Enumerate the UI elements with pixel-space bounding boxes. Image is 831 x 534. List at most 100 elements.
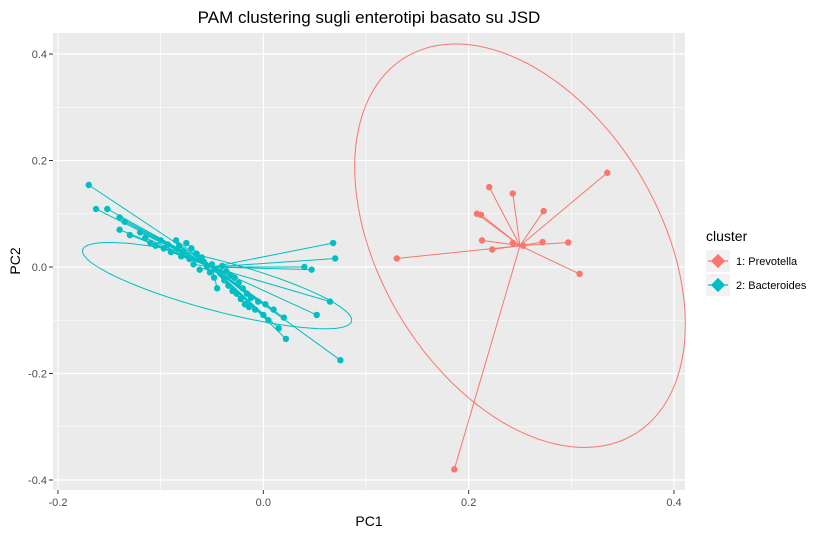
data-point: [167, 248, 175, 256]
data-point: [210, 274, 218, 281]
y-tick-label: 0.4: [32, 49, 47, 61]
data-point: [186, 255, 193, 263]
centroid-segment: [512, 193, 521, 246]
data-point: [85, 181, 93, 189]
data-point: [172, 237, 180, 244]
data-point: [200, 258, 207, 265]
data-point: [576, 270, 583, 278]
data-point: [239, 285, 246, 292]
data-point: [183, 239, 190, 247]
centroid-segment: [211, 242, 334, 268]
cluster-ellipse: [354, 43, 686, 448]
data-point: [217, 270, 224, 277]
data-point: [275, 325, 282, 332]
legend-key-diamond: [710, 277, 726, 293]
x-axis-ticks: -0.2 0.0 0.2 0.4: [49, 490, 682, 509]
data-point: [208, 261, 216, 268]
data-point: [212, 266, 220, 273]
centroid-segment: [211, 257, 336, 268]
data-point: [196, 266, 203, 273]
data-point: [126, 231, 134, 239]
centroid-segment: [211, 266, 312, 271]
data-point: [245, 303, 253, 311]
data-point: [206, 269, 214, 276]
data-point: [251, 306, 259, 313]
data-point: [270, 306, 277, 313]
centroid-segment: [519, 245, 580, 275]
data-point: [326, 298, 334, 305]
data-point: [178, 253, 185, 260]
data-point: [142, 234, 149, 241]
data-point: [221, 277, 228, 284]
data-point: [180, 247, 187, 255]
data-point: [519, 242, 527, 249]
data-point: [260, 311, 267, 319]
y-tick-label: 0.0: [32, 262, 47, 274]
data-point: [393, 255, 400, 262]
data-point: [255, 298, 262, 305]
data-point: [147, 239, 154, 247]
data-point: [247, 294, 255, 302]
data-point: [243, 290, 251, 297]
data-point: [225, 282, 232, 289]
data-point: [604, 169, 611, 176]
data-point: [332, 255, 339, 262]
chart-title: PAM clustering sugli enterotipi basato s…: [198, 8, 541, 27]
data-point: [509, 239, 517, 247]
data-point: [231, 274, 238, 281]
data-point: [193, 250, 200, 257]
y-tick-label: -0.2: [28, 369, 47, 381]
data-point: [265, 317, 272, 324]
major-gridlines: [53, 33, 685, 490]
cluster-ellipse: [81, 242, 353, 330]
data-point: [235, 279, 242, 287]
data-point: [262, 301, 269, 308]
y-axis-title: PC2: [7, 247, 23, 274]
data-point: [237, 295, 244, 303]
centroid-segment: [492, 245, 521, 250]
data-point: [157, 237, 164, 244]
data-point: [478, 237, 486, 244]
data-point: [219, 262, 226, 270]
data-point: [539, 238, 546, 246]
data-point: [282, 335, 290, 343]
minor-gridlines: [53, 33, 685, 490]
data-point: [188, 245, 195, 252]
cluster-ellipses: [81, 43, 686, 448]
y-tick-label: 0.2: [32, 156, 47, 168]
legend-label: 1: Prevotella: [736, 256, 798, 268]
legend-title: cluster: [706, 228, 748, 244]
data-point: [104, 205, 111, 213]
data-point: [313, 311, 320, 319]
legend-key-diamond: [710, 253, 726, 269]
data-point: [329, 239, 337, 247]
data-point: [489, 246, 496, 253]
data-point: [164, 241, 172, 248]
data-point: [203, 263, 211, 271]
y-axis-ticks: -0.4 -0.2 0.0 0.2 0.4: [28, 49, 53, 487]
data-point: [565, 239, 572, 246]
data-point: [190, 261, 197, 268]
data-point: [121, 218, 128, 225]
data-points: [85, 169, 611, 473]
centroid-segment: [488, 186, 521, 246]
plot-panel: [53, 33, 685, 490]
data-point: [308, 266, 315, 273]
x-tick-label: 0.4: [666, 497, 681, 509]
x-tick-label: 0.2: [461, 497, 476, 509]
data-point: [213, 285, 221, 292]
data-point: [233, 290, 240, 297]
data-point: [116, 214, 123, 221]
x-tick-label: 0.0: [256, 497, 271, 509]
data-point: [116, 226, 123, 233]
data-point: [451, 466, 458, 473]
data-point: [337, 356, 344, 364]
legend: cluster 1: Prevotella 2: Bacteroides: [706, 228, 807, 296]
centroid-segment: [211, 266, 341, 361]
data-point: [136, 229, 144, 236]
centroid-segment: [519, 172, 608, 247]
data-point: [540, 207, 547, 215]
centroid-segment: [453, 245, 521, 470]
data-point: [175, 242, 183, 249]
